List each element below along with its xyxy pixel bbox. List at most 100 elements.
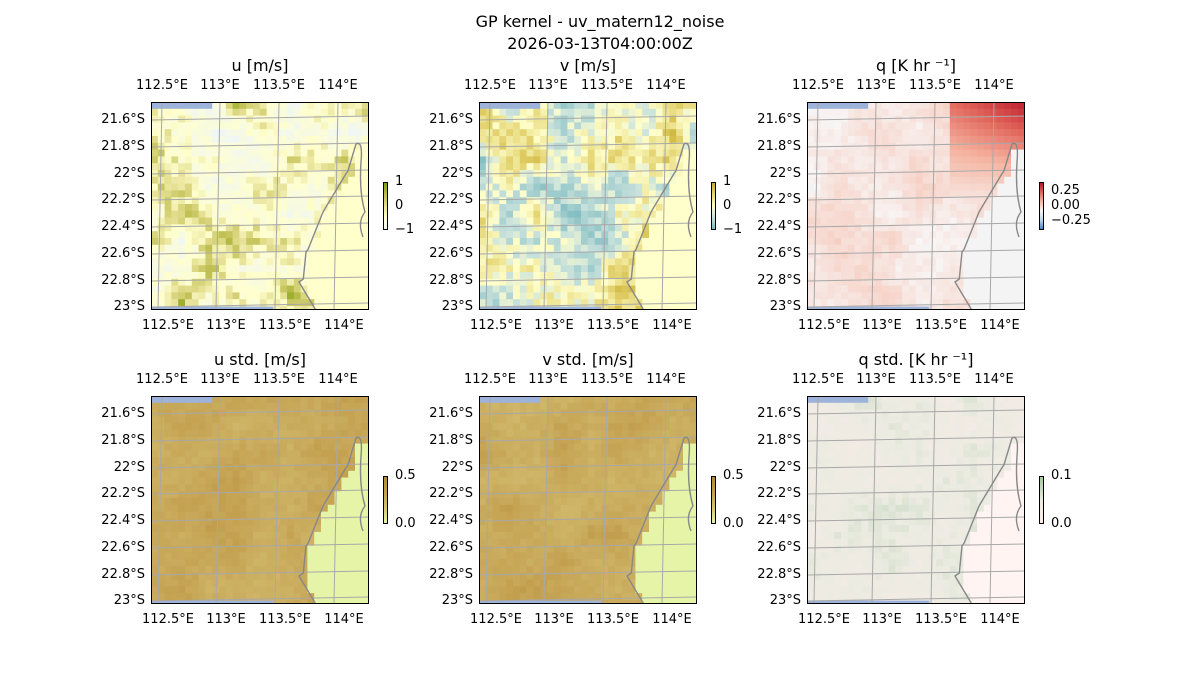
heatmap-cell [479,292,487,300]
heatmap-cell [191,197,200,205]
heatmap-cell [361,484,369,492]
heatmap-cell [212,416,220,424]
heatmap-cell [635,115,643,123]
heatmap-cell [567,136,575,144]
heatmap-cell [888,299,896,307]
heatmap-cell [266,538,274,547]
heatmap-cell [608,409,616,417]
heatmap-cell [191,566,200,574]
heatmap-cell [191,238,200,246]
heatmap-cell [676,518,684,526]
heatmap-cell [499,156,507,164]
heatmap-cell [519,272,528,280]
heatmap-cell [834,136,842,144]
heatmap-cell [1004,231,1012,239]
heatmap-cell [621,285,630,293]
heatmap-cell [232,265,240,273]
heatmap-cell [361,436,369,445]
heatmap-cell [997,163,1005,171]
heatmap-cell [239,402,247,411]
heatmap-cell [253,538,261,547]
heatmap-cell [327,299,336,307]
heatmap-cell [492,423,500,431]
heatmap-cell [553,538,562,547]
heatmap-cell [293,163,302,171]
heatmap-cell [239,183,247,191]
heatmap-cell [1011,244,1019,253]
heatmap-cell [820,129,828,137]
heatmap-cell [909,272,917,280]
heatmap-cell [888,115,896,123]
heatmap-cell [567,443,575,451]
heatmap-cell [178,108,186,117]
heatmap-cell [499,265,507,273]
parallel-line [807,302,1025,308]
heatmap-cell [212,457,220,465]
heatmap-cell [983,197,992,205]
heatmap-cell [547,518,555,526]
heatmap-cell [178,430,186,438]
heatmap-cell [621,484,630,492]
heatmap-cell [567,231,575,239]
heatmap-cell [655,566,664,574]
heatmap-cell [936,244,944,253]
heatmap-cell [875,176,883,185]
heatmap-cell [689,190,697,198]
lat-tick-label: 21.8°S [757,139,801,154]
heatmap-cell [198,278,206,287]
heatmap-cell [574,210,582,219]
heatmap-cell [479,224,487,232]
heatmap-cell [608,538,616,547]
heatmap-cell [341,163,349,171]
heatmap-cell [259,559,268,567]
heatmap-cell [259,102,268,110]
heatmap-cell [581,272,589,280]
heatmap-cell [689,251,697,259]
heatmap-cell [314,416,322,424]
heatmap-cell [164,190,172,198]
heatmap-cell [526,552,534,560]
heatmap-cell [533,176,541,185]
heatmap-cell [293,511,302,519]
heatmap-cell [198,224,206,232]
heatmap-cell [506,416,514,424]
heatmap-cell [581,443,589,451]
heatmap-cell [990,129,998,137]
heatmap-cell [506,566,514,574]
heatmap-cell [355,102,363,110]
heatmap-cell [608,306,616,310]
heatmap-cell [341,430,349,438]
heatmap-cell [807,136,815,144]
heatmap-cell [164,204,172,212]
heatmap-cell [615,559,623,567]
heatmap-cell [246,409,254,417]
heatmap-cell [621,170,630,178]
heatmap-cell [662,231,670,239]
heatmap-cell [157,156,166,164]
heatmap-cell [334,244,342,253]
heatmap-cell [334,552,342,560]
heatmap-svg [807,102,1025,310]
heatmap-cell [888,170,896,178]
heatmap-cell [253,586,261,594]
heatmap-cell [936,163,944,171]
heatmap-cell [526,272,534,280]
heatmap-cell [895,210,903,219]
heatmap-cell [341,600,349,604]
heatmap-cell [307,559,315,567]
heatmap-cell [232,238,240,246]
heatmap-cell [300,457,308,465]
heatmap-cell [902,217,910,225]
heatmap-cell [560,224,568,232]
heatmap-cell [341,416,349,424]
heatmap-cell [307,170,315,178]
heatmap-cell [915,217,924,225]
heatmap-cell [287,409,295,417]
heatmap-cell [868,129,876,137]
heatmap-cell [834,217,842,225]
heatmap-cell [513,156,521,164]
heatmap-cell [669,108,677,117]
heatmap-cell [642,278,650,287]
heatmap-cell [608,464,616,472]
heatmap-cell [662,292,670,300]
